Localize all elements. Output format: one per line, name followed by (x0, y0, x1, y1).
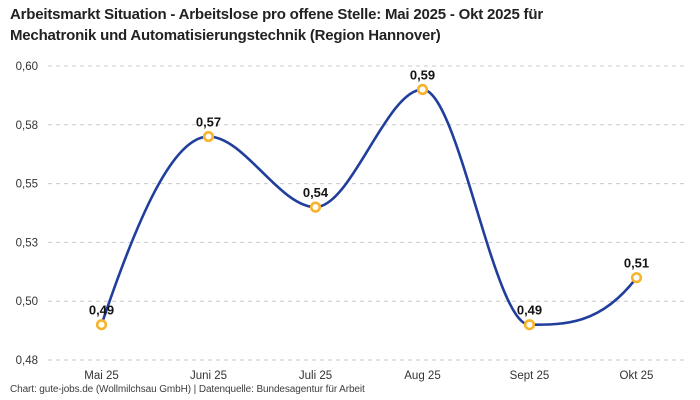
data-point-marker (630, 272, 643, 284)
data-point-value-label: 0,57 (196, 115, 221, 130)
x-axis-label: Juli 25 (299, 370, 332, 382)
chart-attribution: Chart: gute-jobs.de (Wollmilchsau GmbH) … (10, 384, 365, 395)
data-point-value-label: 0,49 (517, 303, 542, 318)
x-axis-label: Mai 25 (84, 370, 119, 382)
chart-title-line2: Mechatronik und Automatisierungstechnik … (10, 27, 441, 44)
data-point-marker (523, 319, 536, 331)
x-axis-label: Okt 25 (620, 370, 654, 382)
data-point-value-label: 0,51 (624, 256, 649, 271)
x-axis-label: Sept 25 (510, 370, 550, 382)
data-point-marker (202, 130, 215, 143)
y-axis-tick-label: 0,50 (16, 296, 38, 308)
chart-title-line1: Arbeitsmarkt Situation - Arbeitslose pro… (10, 6, 543, 23)
data-point-marker (416, 83, 429, 96)
x-axis-label: Juni 25 (190, 370, 227, 382)
data-point-value-label: 0,59 (410, 68, 435, 83)
y-axis-tick-label: 0,53 (16, 237, 38, 249)
data-point-value-label: 0,54 (303, 185, 329, 200)
y-axis-tick-label: 0,60 (16, 61, 38, 73)
data-point-marker (309, 201, 322, 213)
chart-title: Arbeitsmarkt Situation - Arbeitslose pro… (10, 4, 680, 46)
data-point-marker (95, 319, 108, 331)
data-point-value-label: 0,49 (89, 303, 114, 318)
y-axis-tick-label: 0,48 (16, 355, 38, 367)
y-axis-tick-label: 0,55 (16, 179, 38, 191)
x-axis-label: Aug 25 (404, 370, 440, 382)
y-axis-tick-label: 0,58 (16, 120, 38, 132)
